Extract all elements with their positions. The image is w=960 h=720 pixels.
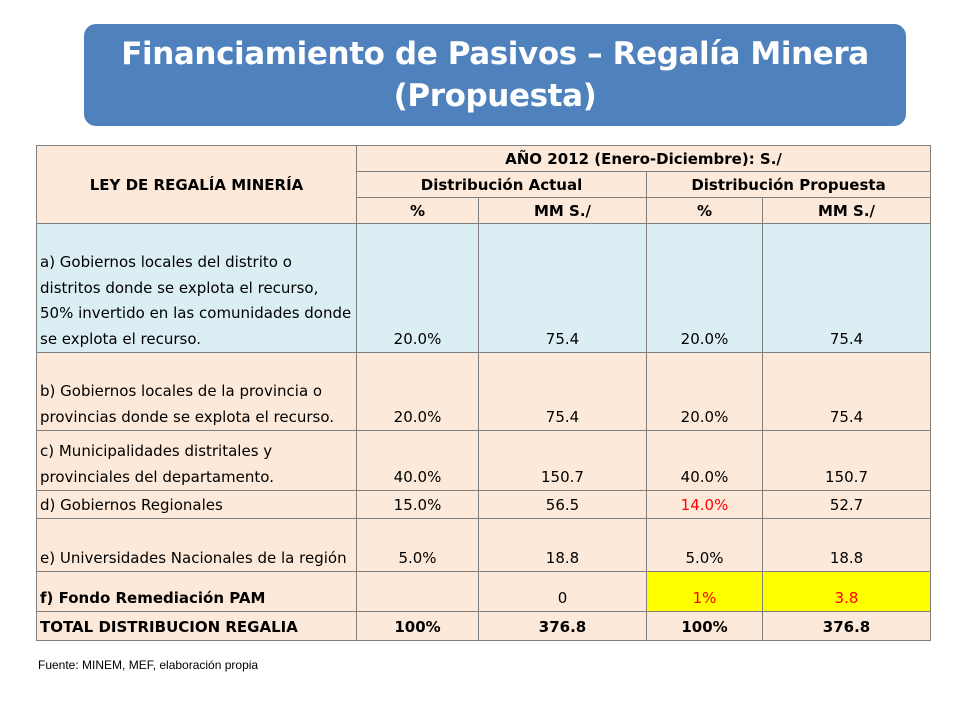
distribution-table: LEY DE REGALÍA MINERÍA AÑO 2012 (Enero-D… — [36, 145, 932, 641]
mm-proposed-cell: 75.4 — [761, 352, 932, 431]
header-pct-proposed: % — [646, 197, 763, 224]
pct-proposed-cell: 1% — [646, 571, 763, 612]
pct-proposed-cell: 20.0% — [646, 223, 763, 353]
pct-actual-cell: 20.0% — [356, 352, 479, 431]
header-year: AÑO 2012 (Enero-Diciembre): S./ — [355, 145, 932, 172]
header-mm-actual: MM S./ — [478, 197, 647, 224]
mm-proposed-cell: 3.8 — [761, 571, 932, 612]
mm-proposed-cell: 150.7 — [761, 430, 932, 491]
row-label: c) Municipalidades distritales y provinc… — [36, 430, 357, 491]
mm-actual-cell: 0 — [478, 571, 647, 612]
mm-actual-cell: 75.4 — [478, 223, 647, 353]
table-row: a) Gobiernos locales del distrito o dist… — [36, 223, 932, 353]
title-line-2: (Propuesta) — [393, 78, 597, 114]
table-row-total: TOTAL DISTRIBUCION REGALIA 100% 376.8 10… — [36, 611, 932, 641]
pct-actual-cell: 100% — [356, 611, 479, 641]
mm-proposed-cell: 52.7 — [761, 490, 932, 519]
pct-proposed-cell: 40.0% — [646, 430, 763, 491]
row-label: f) Fondo Remediación PAM — [36, 571, 357, 612]
header-mm-proposed: MM S./ — [761, 197, 932, 224]
header-proposed: Distribución Propuesta — [645, 171, 932, 198]
mm-actual-cell: 376.8 — [478, 611, 647, 641]
pct-proposed-cell: 20.0% — [646, 352, 763, 431]
mm-proposed-cell: 376.8 — [761, 611, 932, 641]
mm-proposed-cell: 18.8 — [761, 518, 932, 572]
header-pct-actual: % — [356, 197, 479, 224]
pct-proposed-cell: 100% — [646, 611, 763, 641]
mm-actual-cell: 18.8 — [478, 518, 647, 572]
mm-proposed-cell: 75.4 — [761, 223, 932, 353]
title-banner: Financiamiento de Pasivos – Regalía Mine… — [84, 24, 906, 126]
mm-actual-cell: 150.7 — [478, 430, 647, 491]
table-row: c) Municipalidades distritales y provinc… — [36, 430, 932, 491]
pct-proposed-cell: 5.0% — [646, 518, 763, 572]
header-law: LEY DE REGALÍA MINERÍA — [36, 145, 357, 224]
pct-actual-cell: 20.0% — [356, 223, 479, 353]
pct-actual-cell — [356, 571, 479, 612]
source-note: Fuente: MINEM, MEF, elaboración propia — [38, 658, 259, 672]
row-label: a) Gobiernos locales del distrito o dist… — [36, 223, 357, 353]
table-row: e) Universidades Nacionales de la región… — [36, 518, 932, 572]
pct-actual-cell: 15.0% — [356, 490, 479, 519]
row-label: d) Gobiernos Regionales — [36, 490, 357, 519]
table-row: d) Gobiernos Regionales 15.0% 56.5 14.0%… — [36, 490, 932, 519]
mm-actual-cell: 75.4 — [478, 352, 647, 431]
row-label: TOTAL DISTRIBUCION REGALIA — [36, 611, 357, 641]
row-label: b) Gobiernos locales de la provincia o p… — [36, 352, 357, 431]
header-actual: Distribución Actual — [356, 171, 647, 198]
table-row: b) Gobiernos locales de la provincia o p… — [36, 352, 932, 431]
title-line-1: Financiamiento de Pasivos – Regalía Mine… — [121, 36, 869, 72]
pct-actual-cell: 40.0% — [356, 430, 479, 491]
pct-actual-cell: 5.0% — [356, 518, 479, 572]
pct-proposed-cell: 14.0% — [646, 490, 763, 519]
table-row: f) Fondo Remediación PAM 0 1% 3.8 — [36, 571, 932, 612]
row-label: e) Universidades Nacionales de la región — [36, 518, 357, 572]
mm-actual-cell: 56.5 — [478, 490, 647, 519]
